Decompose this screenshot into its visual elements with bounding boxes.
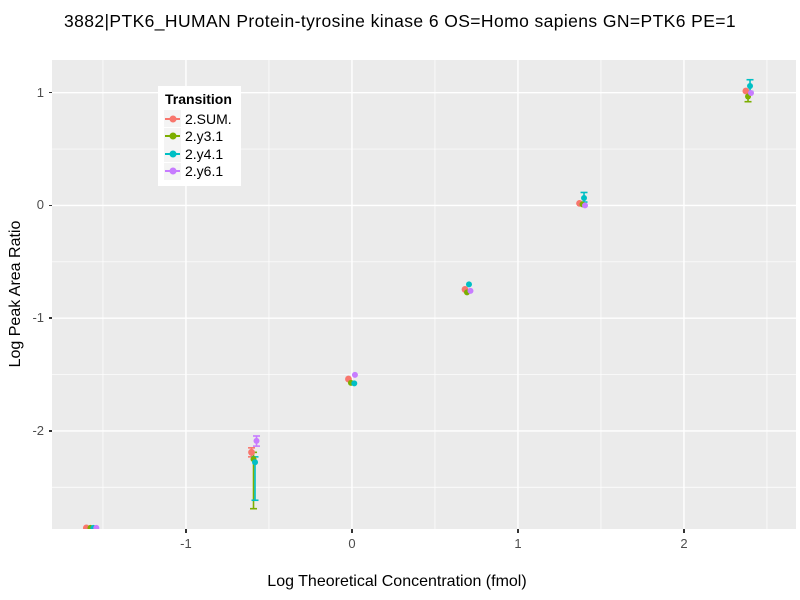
- data-point: [467, 287, 474, 294]
- legend-item: 2.y4.1: [164, 145, 232, 163]
- data-point: [748, 90, 755, 97]
- legend-key-dot: [169, 115, 176, 123]
- data-point: [582, 202, 589, 209]
- x-tick-mark: [683, 529, 685, 533]
- x-tick-mark: [185, 529, 187, 533]
- x-tick-label: -1: [180, 536, 192, 551]
- y-tick-mark: [48, 317, 52, 319]
- legend-item-label: 2.y3.1: [185, 128, 224, 145]
- y-tick-label: 1: [36, 84, 44, 100]
- legend-item: 2.y6.1: [164, 162, 232, 181]
- legend-item-label: 2.SUM.: [185, 110, 232, 127]
- data-point: [351, 371, 358, 378]
- y-tick-label: 0: [36, 197, 44, 213]
- y-tick-label: -2: [32, 422, 44, 438]
- y-tick-label: -1: [32, 310, 44, 326]
- legend-key-icon: [164, 145, 181, 163]
- data-point: [747, 83, 754, 90]
- data-point: [742, 87, 750, 95]
- x-tick-mark: [517, 529, 519, 533]
- legend-item: 2.SUM.: [164, 110, 232, 128]
- legend-item-label: 2.y6.1: [185, 163, 224, 180]
- legend: Transition 2.SUM. 2.y3.1 2.y4.1 2.y6.1: [158, 86, 241, 186]
- data-point: [93, 524, 100, 529]
- legend-key-dot: [169, 150, 176, 158]
- y-axis-title: Log Peak Area Ratio: [7, 220, 24, 368]
- legend-item: 2.y3.1: [164, 127, 232, 146]
- data-point: [351, 380, 358, 387]
- x-tick-label: 0: [348, 536, 356, 551]
- data-point: [252, 459, 259, 466]
- x-tick-label: 2: [680, 536, 688, 551]
- x-tick-mark: [351, 529, 353, 533]
- data-point: [248, 448, 255, 456]
- x-tick-label: 1: [514, 536, 522, 551]
- plot-area: [52, 60, 796, 529]
- data-point: [581, 194, 588, 201]
- chart-title: 3882|PTK6_HUMAN Protein-tyrosine kinase …: [63, 11, 737, 31]
- legend-key-icon: [164, 162, 181, 180]
- legend-items: 2.SUM. 2.y3.1 2.y4.1 2.y6.1: [164, 110, 232, 180]
- legend-key-dot: [169, 132, 176, 140]
- y-tick-mark: [48, 430, 52, 432]
- data-point: [465, 281, 472, 288]
- legend-key-icon: [164, 127, 181, 145]
- legend-key-icon: [164, 110, 181, 128]
- y-tick-mark: [48, 204, 52, 207]
- x-axis-title: Log Theoretical Concentration (fmol): [267, 573, 527, 590]
- legend-title: Transition: [165, 91, 232, 107]
- legend-item-label: 2.y4.1: [185, 145, 224, 162]
- y-tick-mark: [48, 91, 52, 94]
- legend-key-dot: [169, 167, 176, 175]
- data-point: [253, 437, 260, 444]
